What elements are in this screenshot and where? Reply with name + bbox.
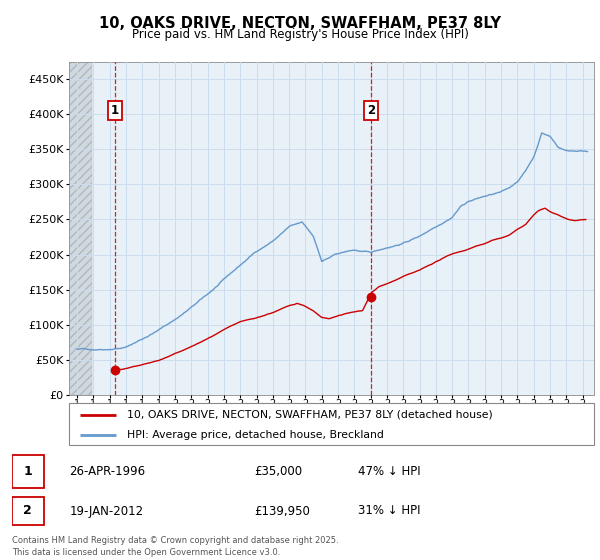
- Text: 19-JAN-2012: 19-JAN-2012: [70, 505, 144, 517]
- Text: 2: 2: [367, 104, 376, 117]
- Text: 1: 1: [111, 104, 119, 117]
- Text: 1: 1: [23, 465, 32, 478]
- Text: 10, OAKS DRIVE, NECTON, SWAFFHAM, PE37 8LY: 10, OAKS DRIVE, NECTON, SWAFFHAM, PE37 8…: [99, 16, 501, 31]
- Text: 47% ↓ HPI: 47% ↓ HPI: [358, 465, 420, 478]
- Bar: [69, 62, 92, 395]
- Text: £139,950: £139,950: [254, 505, 310, 517]
- Text: Price paid vs. HM Land Registry's House Price Index (HPI): Price paid vs. HM Land Registry's House …: [131, 28, 469, 41]
- Text: Contains HM Land Registry data © Crown copyright and database right 2025.
This d: Contains HM Land Registry data © Crown c…: [12, 536, 338, 557]
- Text: HPI: Average price, detached house, Breckland: HPI: Average price, detached house, Brec…: [127, 430, 383, 440]
- Bar: [69, 62, 92, 395]
- Text: 26-APR-1996: 26-APR-1996: [70, 465, 146, 478]
- Text: 10, OAKS DRIVE, NECTON, SWAFFHAM, PE37 8LY (detached house): 10, OAKS DRIVE, NECTON, SWAFFHAM, PE37 8…: [127, 410, 493, 420]
- Bar: [12, 497, 44, 525]
- Text: 2: 2: [23, 505, 32, 517]
- Text: 31% ↓ HPI: 31% ↓ HPI: [358, 505, 420, 517]
- Bar: [12, 455, 44, 488]
- Text: £35,000: £35,000: [254, 465, 302, 478]
